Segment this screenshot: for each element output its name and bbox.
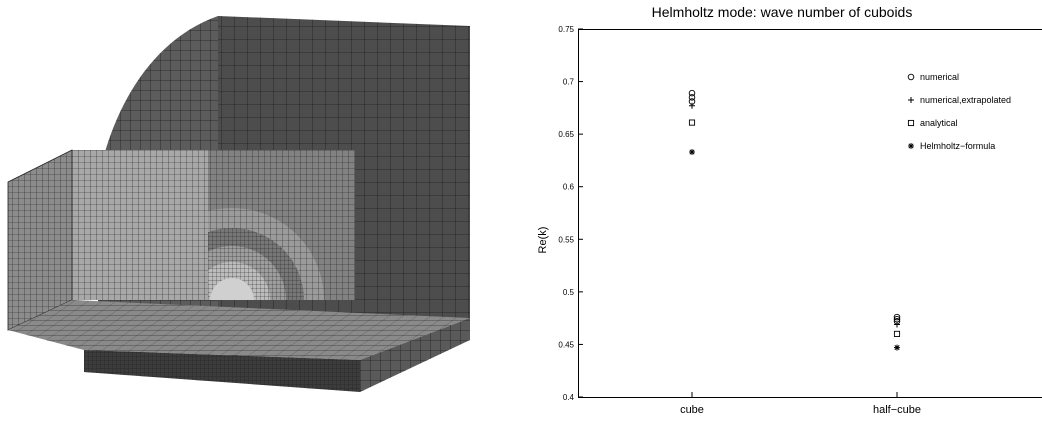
y-tick-label: 0.7	[563, 78, 575, 87]
fem-mesh-image	[8, 16, 470, 392]
marker-square	[689, 120, 694, 125]
y-tick-label: 0.45	[558, 340, 574, 349]
legend: numerical numerical,extrapolated analytica…	[908, 72, 1011, 151]
chart: Helmholtz mode: wave number of cuboids R…	[537, 4, 1042, 416]
y-axis: 0.4 0.45 0.5 0.55 0.6 0.65 0.7 0.75	[558, 25, 583, 402]
y-tick-label: 0.55	[558, 235, 574, 244]
marker-circle	[908, 74, 914, 80]
marker-square	[894, 331, 899, 336]
legend-label: numerical,extrapolated	[920, 95, 1011, 105]
x-axis: cube half−cube	[680, 392, 921, 416]
y-tick-label: 0.6	[563, 183, 575, 192]
y-tick-label: 0.75	[558, 25, 574, 34]
y-tick-label: 0.65	[558, 130, 574, 139]
legend-label: Helmholtz−formula	[920, 141, 995, 151]
y-tick-label: 0.4	[563, 393, 575, 402]
plot-area-frame	[579, 30, 1042, 398]
marker-star	[894, 345, 900, 351]
x-tick-label: cube	[680, 404, 704, 416]
data-points	[689, 90, 900, 350]
marker-star	[908, 143, 914, 149]
marker-square	[908, 120, 913, 125]
marker-star	[689, 149, 695, 155]
legend-label: analytical	[920, 118, 958, 128]
marker-plus	[908, 97, 914, 103]
chart-title: Helmholtz mode: wave number of cuboids	[652, 4, 913, 20]
y-axis-label: Re(k)	[537, 227, 549, 254]
x-tick-label: half−cube	[873, 404, 921, 416]
legend-label: numerical	[920, 72, 959, 82]
marker-plus	[894, 321, 900, 327]
y-tick-label: 0.5	[563, 288, 575, 297]
